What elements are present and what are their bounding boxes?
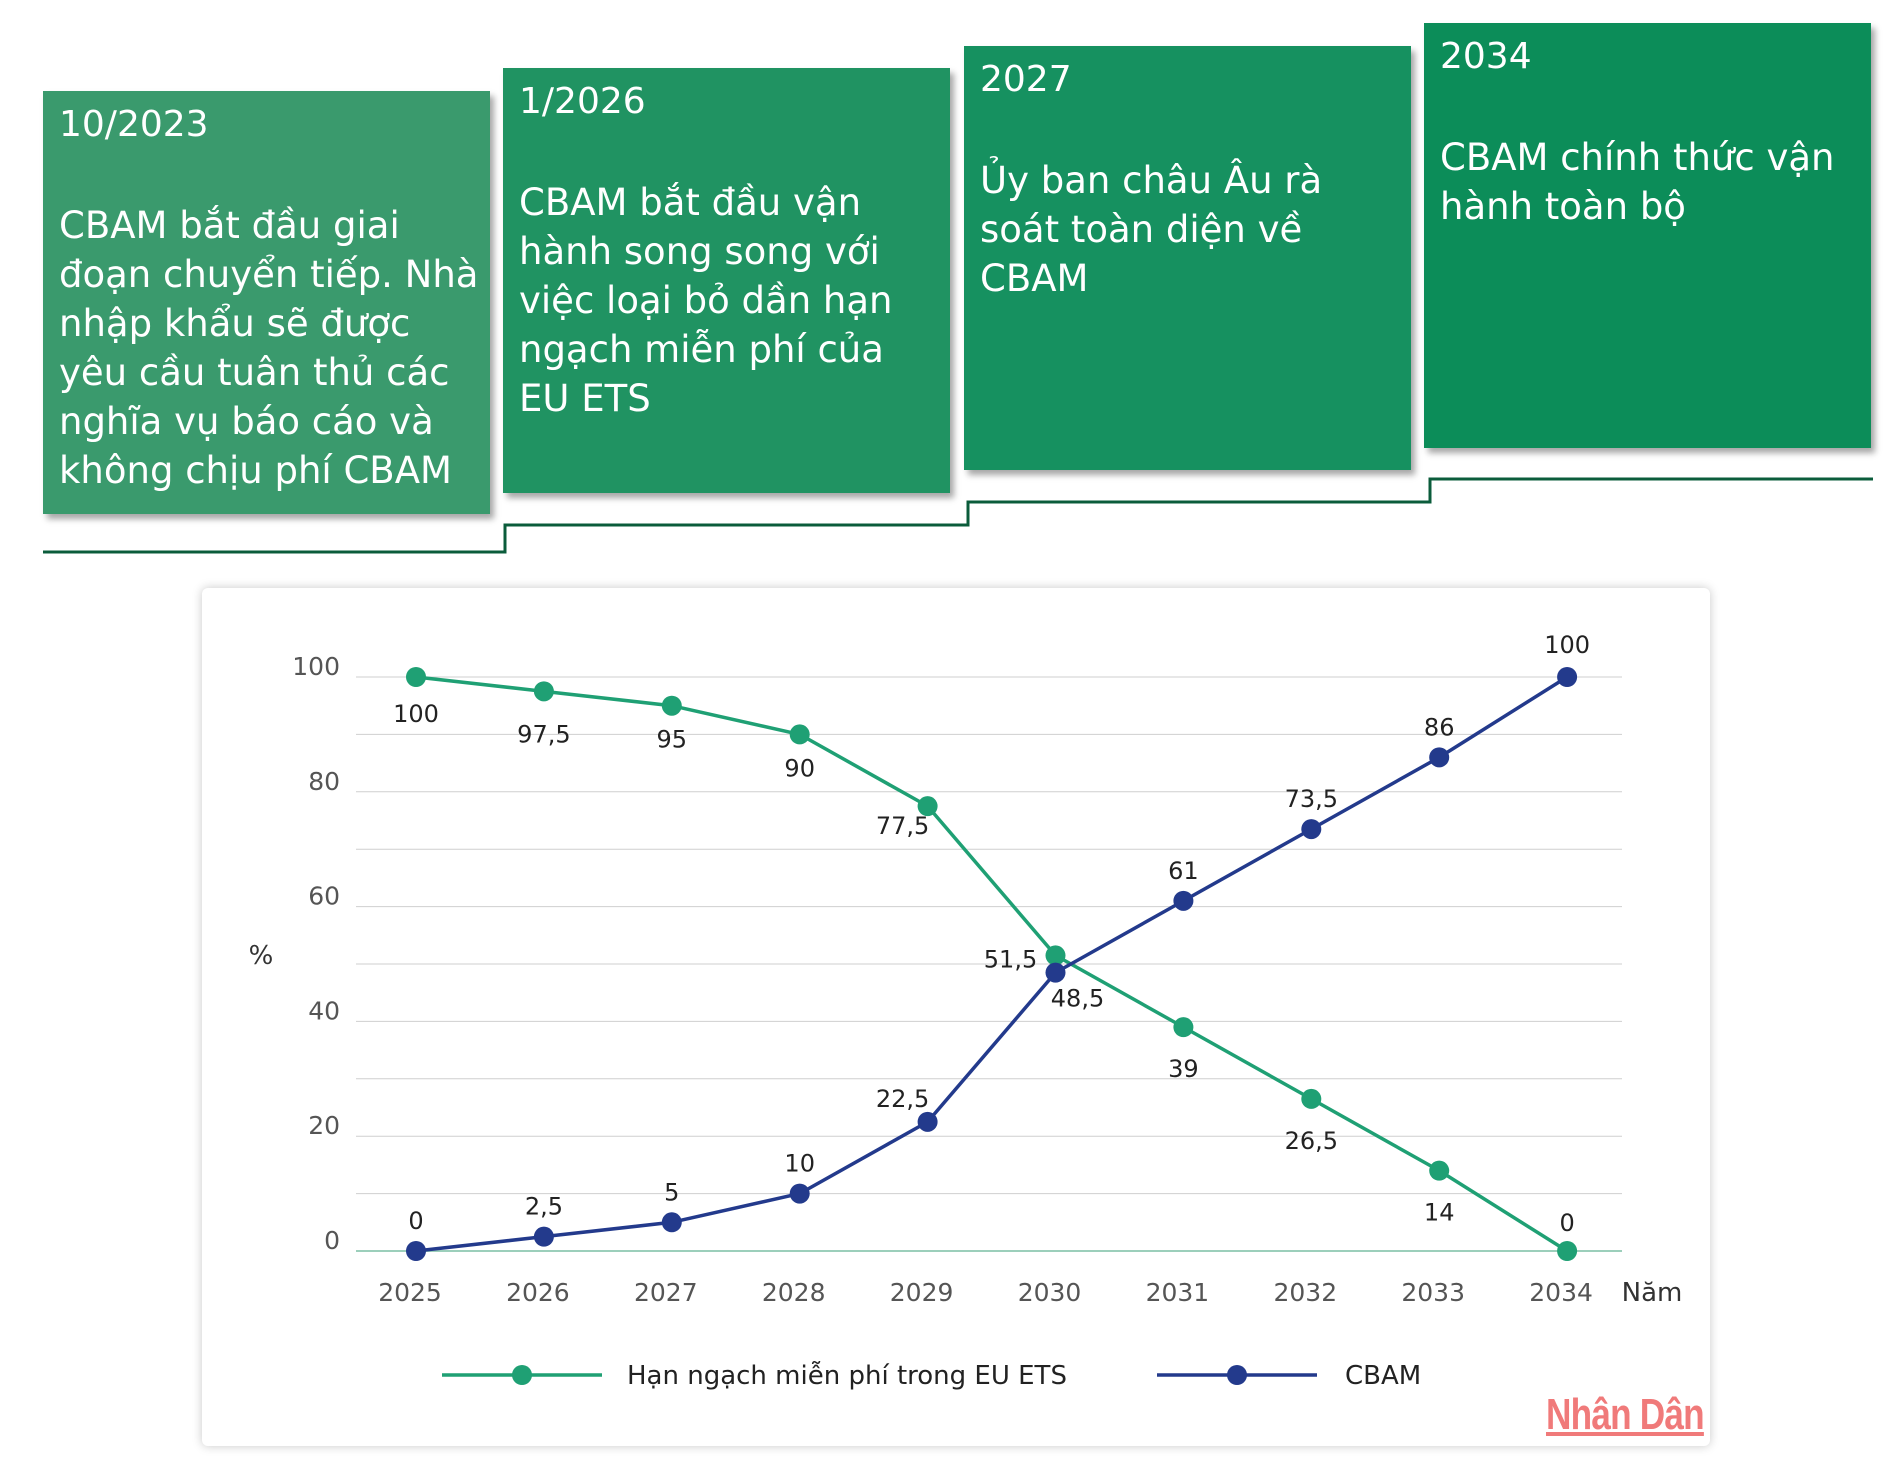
data-label: 0 bbox=[408, 1207, 423, 1235]
data-point bbox=[917, 1111, 938, 1132]
data-label: 97,5 bbox=[517, 720, 570, 748]
y-tick-label: 60 bbox=[308, 882, 340, 911]
timeline-card-1: 10/2023 CBAM bắt đầu giai đoạn chuyển ti… bbox=[43, 91, 490, 514]
x-tick-label: 2031 bbox=[1146, 1278, 1210, 1307]
data-label: 90 bbox=[784, 754, 815, 782]
x-tick-label: 2028 bbox=[762, 1278, 826, 1307]
data-label: 10 bbox=[784, 1150, 815, 1178]
data-point bbox=[917, 796, 938, 817]
data-point bbox=[406, 1241, 426, 1261]
y-axis-label: % bbox=[249, 941, 274, 971]
data-label: 14 bbox=[1424, 1199, 1455, 1227]
data-label: 100 bbox=[1544, 631, 1590, 659]
timeline-description: Ủy ban châu Âu rà soát toàn diện về CBAM bbox=[980, 159, 1323, 300]
series-line bbox=[415, 675, 1569, 1253]
data-point bbox=[1173, 890, 1194, 911]
x-tick-label: 2030 bbox=[1018, 1278, 1082, 1307]
x-tick-label: 2033 bbox=[1401, 1278, 1465, 1307]
data-label: 86 bbox=[1424, 713, 1455, 741]
data-point bbox=[789, 1183, 810, 1204]
x-tick-label: 2034 bbox=[1529, 1278, 1593, 1307]
legend-marker bbox=[1227, 1365, 1247, 1385]
data-point bbox=[661, 695, 682, 716]
data-point bbox=[1429, 747, 1450, 768]
timeline-description: CBAM bắt đầu vận hành song song với việc… bbox=[519, 181, 893, 420]
data-point bbox=[1045, 945, 1066, 966]
x-tick-label: 2026 bbox=[506, 1278, 570, 1307]
y-tick-label: 100 bbox=[292, 652, 340, 681]
y-tick-label: 80 bbox=[308, 767, 340, 796]
data-point bbox=[1173, 1017, 1194, 1038]
timeline-date: 1/2026 bbox=[519, 81, 646, 122]
data-label: 95 bbox=[657, 726, 688, 754]
legend-label: CBAM bbox=[1345, 1361, 1421, 1391]
x-tick-label: 2032 bbox=[1273, 1278, 1337, 1307]
data-point bbox=[1045, 962, 1066, 983]
legend-item-1: Hạn ngạch miễn phí trong EU ETS bbox=[442, 1360, 1067, 1391]
timeline-date: 10/2023 bbox=[59, 104, 209, 145]
data-label: 26,5 bbox=[1285, 1127, 1338, 1155]
data-point bbox=[406, 667, 426, 687]
data-label: 100 bbox=[393, 700, 439, 728]
series-2: 0 2,5 5 10 22,5 48,5 61 73,5 86 100 bbox=[406, 631, 1590, 1261]
data-point bbox=[533, 681, 554, 702]
chart-panel: 0 20 40 60 80 100 2025 2026 2027 2028 2029 2030 203… bbox=[202, 588, 1710, 1446]
data-point bbox=[1429, 1160, 1450, 1181]
watermark-logo: Nhân Dân bbox=[1546, 1390, 1705, 1439]
x-tick-label: 2029 bbox=[890, 1278, 954, 1307]
timeline-description: CBAM bắt đầu giai đoạn chuyển tiếp. Nhà … bbox=[59, 204, 479, 492]
y-tick-label: 40 bbox=[308, 996, 340, 1025]
timeline-description: CBAM chính thức vận hành toàn bộ bbox=[1440, 136, 1835, 228]
y-tick-label: 0 bbox=[324, 1226, 340, 1255]
data-label: 77,5 bbox=[876, 812, 929, 840]
y-axis-ticks: 0 20 40 60 80 100 bbox=[292, 652, 340, 1255]
data-label: 73,5 bbox=[1285, 785, 1338, 813]
data-point bbox=[1301, 819, 1322, 840]
series-line bbox=[415, 675, 1569, 1253]
data-label: 39 bbox=[1168, 1055, 1199, 1083]
data-point bbox=[1557, 667, 1578, 687]
y-tick-label: 20 bbox=[308, 1111, 340, 1140]
series-lines: 100 97,5 95 90 77,5 51,5 39 26,5 14 0 0 2,5 5 10 22,5 4… bbox=[393, 631, 1590, 1261]
timeline-card-4: 2034 CBAM chính thức vận hành toàn bộ bbox=[1424, 23, 1871, 448]
data-label: 51,5 bbox=[984, 945, 1037, 973]
grid-lines bbox=[356, 676, 1622, 1252]
data-label: 0 bbox=[1559, 1209, 1574, 1237]
data-point bbox=[533, 1226, 554, 1247]
timeline-step-line bbox=[43, 477, 1873, 554]
data-label: 22,5 bbox=[876, 1085, 929, 1113]
data-label: 61 bbox=[1168, 857, 1199, 885]
data-label: 48,5 bbox=[1051, 985, 1104, 1013]
legend-item-2: CBAM bbox=[1157, 1361, 1421, 1391]
x-tick-label: 2027 bbox=[634, 1278, 698, 1307]
x-axis-label: Năm bbox=[1622, 1278, 1683, 1308]
data-label: 5 bbox=[664, 1178, 679, 1206]
legend-marker bbox=[512, 1365, 532, 1385]
timeline-card-3: 2027 Ủy ban châu Âu rà soát toàn diện về… bbox=[964, 46, 1411, 470]
data-point bbox=[1301, 1088, 1322, 1109]
legend: Hạn ngạch miễn phí trong EU ETS CBAM bbox=[442, 1360, 1421, 1391]
timeline-date: 2027 bbox=[980, 59, 1072, 100]
timeline-date: 2034 bbox=[1440, 36, 1532, 77]
data-point bbox=[789, 724, 810, 745]
x-axis-ticks: 2025 2026 2027 2028 2029 2030 2031 2032 2033 2034 bbox=[378, 1278, 1593, 1307]
legend-label: Hạn ngạch miễn phí trong EU ETS bbox=[627, 1360, 1067, 1391]
data-point bbox=[1557, 1241, 1578, 1261]
data-label: 2,5 bbox=[525, 1193, 563, 1221]
x-tick-label: 2025 bbox=[378, 1278, 442, 1307]
timeline-card-2: 1/2026 CBAM bắt đầu vận hành song song v… bbox=[503, 68, 950, 493]
data-point bbox=[661, 1212, 682, 1233]
